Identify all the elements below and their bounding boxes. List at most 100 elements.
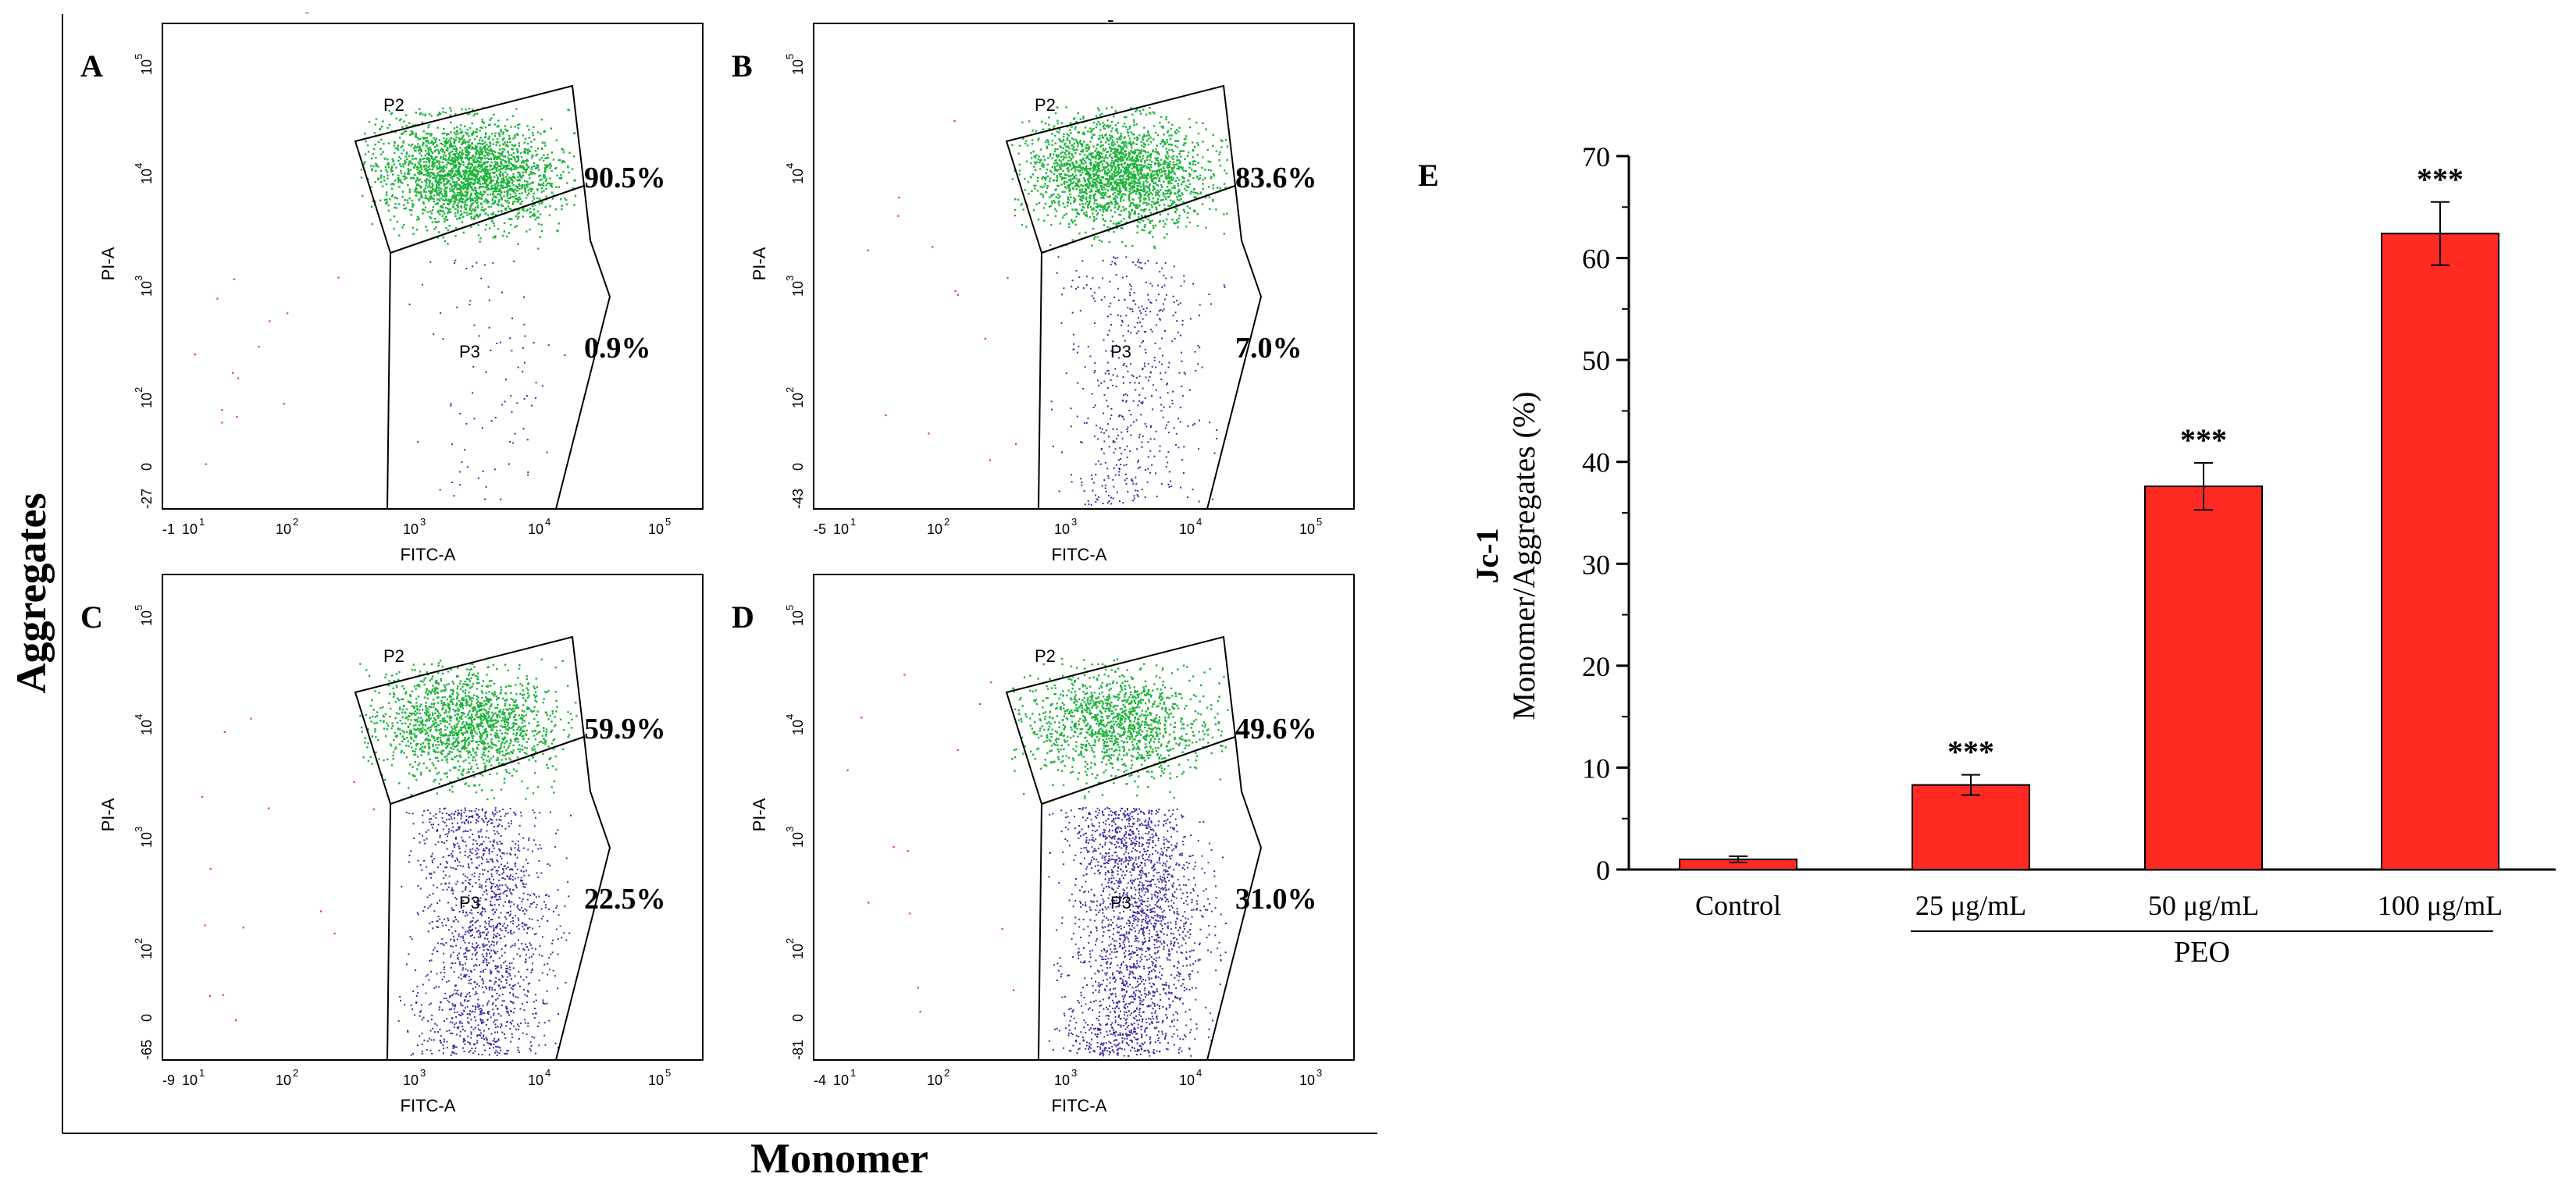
outlier-event-dot: [216, 297, 219, 300]
p2-event-dot: [443, 184, 445, 187]
p2-event-dot: [421, 181, 423, 183]
p2-event-dot: [452, 206, 454, 208]
p2-event-dot: [1092, 145, 1095, 148]
p2-event-dot: [514, 136, 516, 139]
p2-event-dot: [448, 170, 451, 173]
p2-event-dot: [523, 167, 526, 169]
p3-event-dot: [523, 296, 525, 298]
p3-event-dot: [1087, 500, 1089, 502]
p2-event-dot: [1079, 118, 1082, 120]
p2-event-dot: [1060, 176, 1064, 179]
p2-event-dot: [1095, 169, 1097, 171]
p2-event-dot: [562, 170, 565, 173]
p2-event-dot: [486, 165, 489, 168]
p3-event-dot: [1103, 452, 1105, 454]
p2-event-dot: [462, 181, 465, 184]
p2-event-dot: [1192, 156, 1194, 158]
p2-event-dot: [1121, 227, 1124, 229]
p3-event-dot: [1160, 410, 1163, 412]
p2-event-dot: [1123, 186, 1125, 189]
p2-event-dot: [559, 159, 561, 162]
p2-event-dot: [1075, 177, 1078, 180]
p2-event-dot: [546, 164, 548, 166]
p2-event-dot: [440, 166, 442, 169]
p2-event-dot: [1136, 165, 1138, 167]
p3-event-dot: [1124, 393, 1127, 396]
p2-event-dot: [454, 215, 457, 217]
p2-event-dot: [1146, 186, 1149, 188]
p2-event-dot: [1097, 163, 1100, 165]
p3-event-dot: [1147, 363, 1149, 365]
p2-event-dot: [1154, 182, 1157, 184]
p2-event-dot: [1112, 165, 1114, 167]
p2-event-dot: [490, 158, 492, 160]
p2-event-dot: [1120, 155, 1122, 158]
p2-event-dot: [537, 247, 540, 250]
p2-event-dot: [431, 221, 434, 223]
p3-event-dot: [1140, 312, 1142, 315]
p2-event-dot: [536, 197, 539, 199]
p2-event-dot: [444, 198, 447, 201]
p2-event-dot: [371, 205, 373, 208]
p2-event-dot: [1176, 146, 1179, 148]
p2-event-dot: [1136, 225, 1138, 227]
p2-event-dot: [1129, 158, 1132, 160]
p2-event-dot: [1133, 186, 1136, 188]
p2-event-dot: [1092, 175, 1096, 178]
p3-event-dot: [1135, 376, 1138, 379]
p2-event-dot: [391, 158, 394, 161]
p2-event-dot: [1155, 170, 1157, 173]
p2-event-dot: [1116, 224, 1118, 226]
p2-event-dot: [494, 200, 497, 202]
p2-event-dot: [491, 167, 494, 169]
p2-event-dot: [1062, 147, 1064, 150]
p2-event-dot: [1085, 192, 1088, 195]
p2-event-dot: [437, 174, 440, 176]
p2-event-dot: [544, 164, 547, 166]
p3-event-dot: [1149, 426, 1152, 429]
p2-event-dot: [1067, 170, 1070, 173]
p2-event-dot: [517, 243, 519, 245]
p2-event-dot: [1057, 169, 1060, 171]
p2-event-dot: [530, 182, 533, 184]
p2-event-dot: [479, 158, 483, 160]
p2-event-dot: [496, 158, 498, 160]
p2-event-dot: [486, 154, 489, 156]
p2-event-dot: [481, 120, 483, 123]
p2-event-dot: [408, 144, 410, 146]
p2-event-dot: [1053, 179, 1056, 182]
p2-event-dot: [540, 119, 543, 121]
p2-event-dot: [1126, 168, 1128, 170]
p2-event-dot: [442, 149, 444, 151]
p2-event-dot: [1079, 188, 1081, 191]
p2-event-dot: [1151, 193, 1153, 196]
p3-event-dot: [1105, 429, 1107, 432]
p2-event-dot: [1039, 168, 1042, 170]
p2-event-dot: [1162, 192, 1164, 194]
p2-event-dot: [558, 159, 560, 162]
p2-event-dot: [1110, 153, 1112, 155]
p2-event-dot: [524, 180, 526, 183]
p2-event-dot: [1183, 142, 1185, 145]
global-xlabel: Monomer: [750, 1135, 928, 1182]
p2-event-dot: [1058, 138, 1060, 140]
p2-event-dot: [514, 200, 516, 203]
p2-event-dot: [1155, 148, 1157, 151]
p2-event-dot: [440, 174, 443, 177]
p2-event-dot: [1170, 199, 1172, 201]
p2-event-dot: [1093, 215, 1096, 218]
p2-event-dot: [447, 133, 450, 135]
p2-event-dot: [1062, 170, 1064, 173]
p2-event-dot: [1070, 202, 1072, 205]
p2-event-dot: [464, 157, 466, 159]
p3-event-dot: [1103, 380, 1106, 382]
p3-event-dot: [1173, 265, 1175, 268]
p3-event-dot: [526, 439, 529, 441]
p2-event-dot: [432, 184, 434, 187]
p3-event-dot: [1149, 311, 1152, 313]
p2-event-dot: [1120, 135, 1122, 137]
p2-event-dot: [1085, 185, 1088, 187]
p3-event-dot: [1147, 298, 1149, 301]
p2-event-dot: [1168, 182, 1170, 184]
p2-event-dot: [422, 212, 424, 215]
